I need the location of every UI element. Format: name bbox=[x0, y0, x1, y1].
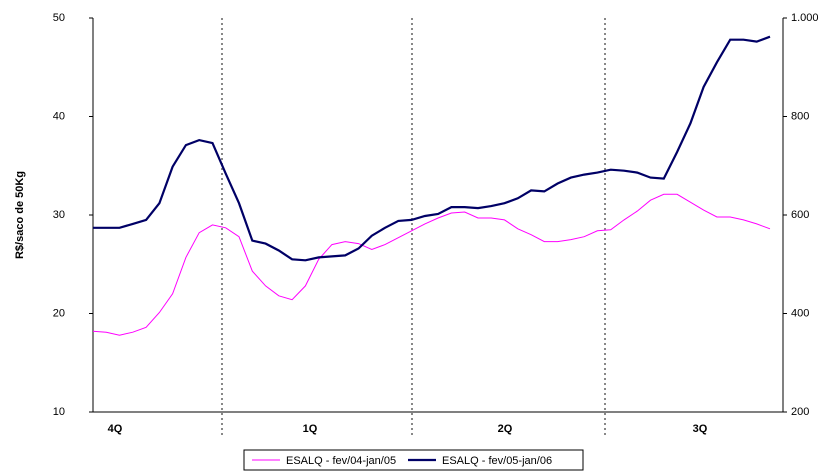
y-tick-label: 40 bbox=[53, 110, 65, 122]
x-tick-label: 4Q bbox=[108, 423, 123, 435]
y-tick-label: 30 bbox=[53, 209, 65, 221]
legend-label: ESALQ - fev/04-jan/05 bbox=[286, 455, 396, 467]
y2-tick-label: 200 bbox=[791, 406, 809, 418]
x-tick-label: 2Q bbox=[498, 423, 513, 435]
y2-tick-label: 600 bbox=[791, 209, 809, 221]
series-line bbox=[92, 193, 771, 336]
y-tick-label: 20 bbox=[53, 307, 65, 319]
y-tick-label: 10 bbox=[53, 406, 65, 418]
x-tick-label: 3Q bbox=[693, 423, 708, 435]
x-tick-label: 1Q bbox=[303, 423, 318, 435]
legend-label: ESALQ - fev/05-jan/06 bbox=[442, 455, 552, 467]
y2-tick-label: 1.000 bbox=[791, 12, 819, 24]
y2-tick-label: 400 bbox=[791, 307, 809, 319]
y-axis-label: R$/saco de 50Kg bbox=[14, 171, 26, 259]
y-tick-label: 50 bbox=[53, 12, 65, 24]
y2-tick-label: 800 bbox=[791, 110, 809, 122]
series-line bbox=[93, 35, 771, 262]
